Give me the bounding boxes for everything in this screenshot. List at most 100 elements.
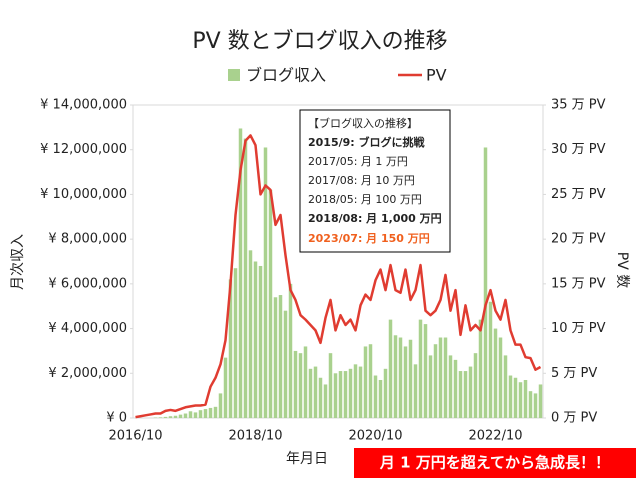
y-axis-label: 月次収入 (10, 234, 26, 290)
bar (448, 355, 453, 418)
annotation: 2017/08: 月 10 万円 (308, 174, 415, 187)
bar (453, 359, 458, 418)
bar (413, 364, 418, 418)
bar (328, 353, 333, 418)
bar (473, 353, 478, 418)
y-tick-label: ¥ 8,000,000 (48, 232, 127, 247)
banner (354, 448, 636, 478)
line (135, 134, 542, 419)
bar (183, 413, 188, 418)
bar (233, 268, 238, 418)
y-tick-label: ¥ 0 (106, 411, 127, 426)
bar (398, 337, 403, 418)
bar (303, 346, 308, 418)
y2-tick-label: 15 万 PV (551, 276, 606, 291)
bar (293, 350, 298, 418)
y2-axis-label: PV 数 (614, 252, 630, 288)
bar (228, 279, 233, 418)
bar (258, 265, 263, 418)
bar (198, 410, 203, 418)
chart-title: PV 数とブログ収入の推移 (192, 29, 447, 54)
bar (178, 414, 183, 418)
bar (343, 371, 348, 418)
bar (488, 301, 493, 418)
bar (368, 344, 373, 418)
bar (308, 368, 313, 418)
bar (243, 138, 248, 419)
y2-tick-label: 25 万 PV (551, 187, 606, 202)
bar (438, 337, 443, 418)
bar (423, 324, 428, 418)
bar (338, 371, 343, 418)
bar (278, 295, 283, 418)
bar (518, 382, 523, 418)
bar (213, 406, 218, 418)
annotation-frame (299, 109, 451, 253)
bar (523, 379, 528, 418)
bar (283, 310, 288, 418)
legend-swatch (228, 69, 240, 81)
bar (363, 346, 368, 418)
y-tick-label: ¥ 6,000,000 (48, 276, 127, 291)
bar (478, 319, 483, 418)
y2-tick-label: 30 万 PV (551, 142, 606, 157)
bar (483, 147, 488, 418)
bar (493, 328, 498, 418)
legend-label: PV (426, 66, 447, 85)
y2-tick-label: 35 万 PV (551, 98, 606, 113)
bar (508, 375, 513, 418)
plot-frame (132, 104, 544, 419)
annotation: 2023/07: 月 150 万円 (308, 232, 430, 245)
bar (428, 355, 433, 418)
bar (238, 128, 243, 418)
bar (318, 377, 323, 418)
bar (348, 368, 353, 418)
bar (443, 337, 448, 418)
bar (173, 415, 178, 418)
bar (248, 250, 253, 418)
bar (168, 416, 173, 418)
x-tick-label: 2016/10 (108, 429, 162, 444)
y-tick-label: ¥ 2,000,000 (48, 366, 127, 381)
annotation: 2017/05: 月 1 万円 (308, 155, 408, 168)
bar (333, 373, 338, 418)
y-tick-label: ¥ 4,000,000 (48, 321, 127, 336)
bar (378, 379, 383, 418)
bar (313, 366, 318, 418)
bar (533, 393, 538, 418)
bar (163, 416, 168, 418)
bar (298, 353, 303, 418)
bar (403, 346, 408, 418)
bar (193, 412, 198, 418)
bar (383, 368, 388, 418)
bar (353, 364, 358, 418)
bar (538, 384, 543, 418)
y2-tick-label: 10 万 PV (551, 321, 606, 336)
bar (323, 384, 328, 418)
bar (513, 377, 518, 418)
annotation: 2018/05: 月 100 万円 (308, 193, 422, 206)
y-tick-label: ¥ 14,000,000 (40, 98, 127, 113)
bar (408, 339, 413, 418)
y2-tick-label: 0 万 PV (551, 411, 597, 426)
x-axis-label: 年月日 (286, 451, 328, 467)
bar (263, 147, 268, 418)
bar (393, 335, 398, 418)
bar (498, 337, 503, 418)
annotation-box: 【ブログ収入の推移】 2015/9: ブログに挑戦 2017/05: 月 1 万… (299, 109, 451, 253)
bar (468, 366, 473, 418)
bar (158, 417, 163, 418)
y2-tick-label: 5 万 PV (551, 366, 597, 381)
annotation: 2015/9: ブログに挑戦 (308, 135, 426, 149)
bar (188, 411, 193, 418)
bar (203, 409, 208, 418)
annotation: 2018/08: 月 1,000 万円 (308, 212, 442, 225)
bar (418, 319, 423, 418)
bar (503, 355, 508, 418)
legend-label: ブログ収入 (246, 66, 326, 85)
bar (528, 391, 533, 418)
bar (223, 357, 228, 418)
bar (458, 371, 463, 418)
bar (273, 297, 278, 418)
